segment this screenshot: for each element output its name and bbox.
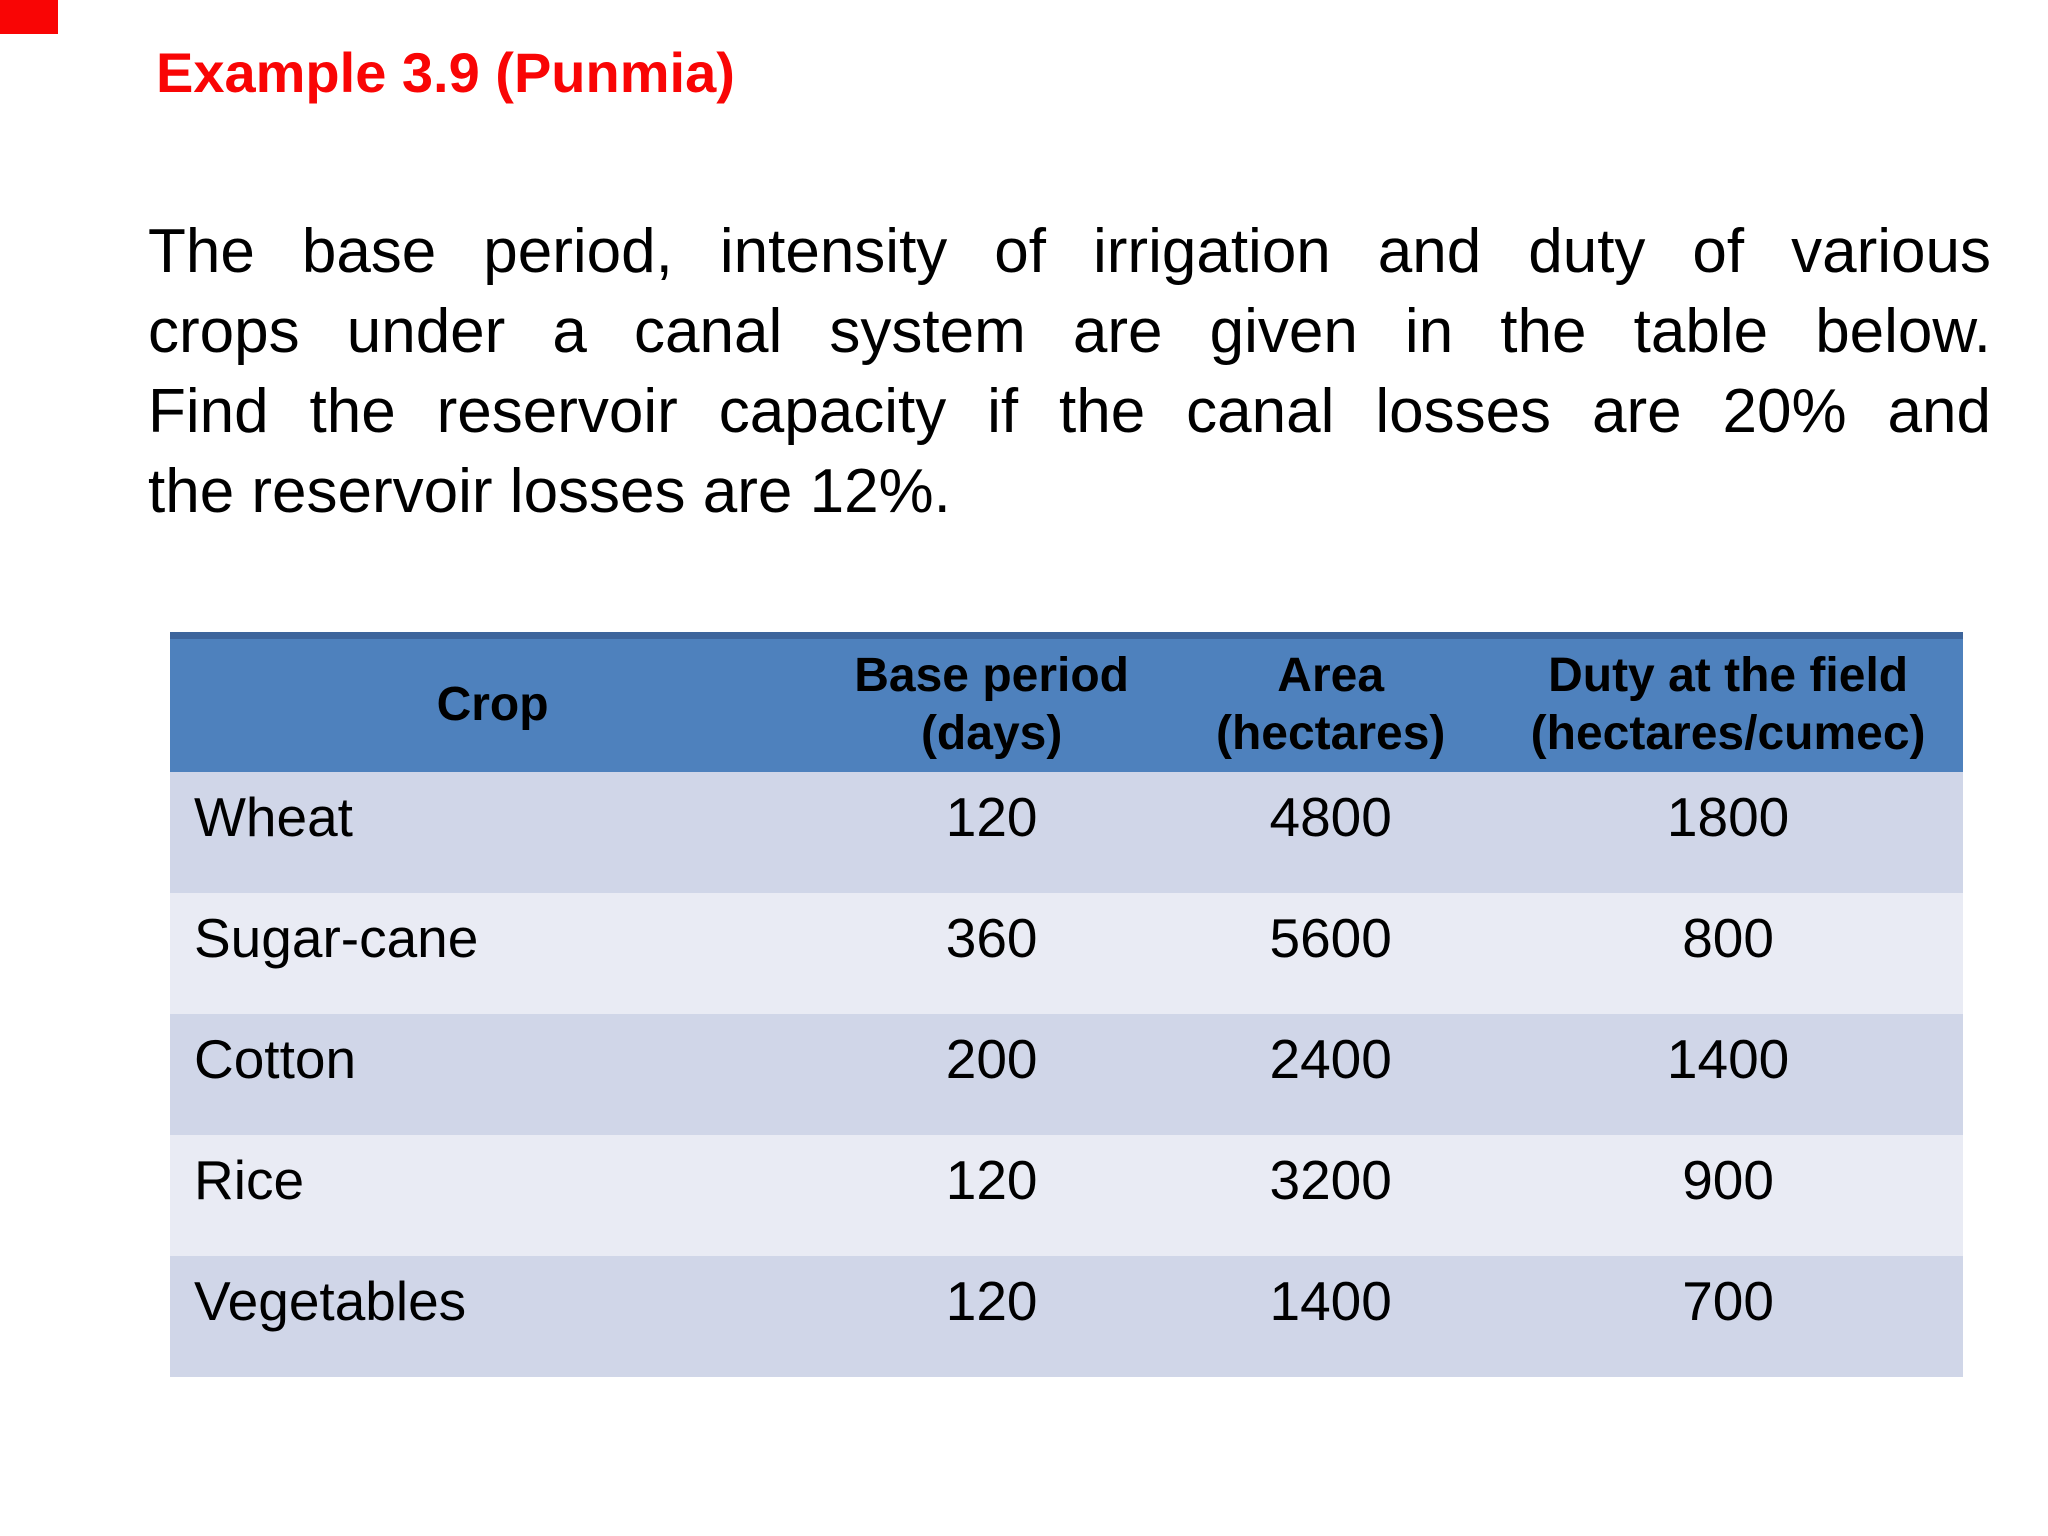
duty-cell: 1400 [1666, 1027, 1790, 1090]
header-line-2: (days) [920, 707, 1063, 761]
problem-statement-line: the reservoir losses are 12%. [148, 457, 951, 526]
crop-cell: Wheat [194, 785, 353, 848]
table-row: Sugar-cane 360 5600 800 [170, 892, 1963, 1014]
header-cell-duty: Duty at the field (hectares/cumec) [1493, 632, 1963, 772]
table-row: Vegetables 120 1400 700 [170, 1255, 1963, 1377]
table-row: Cotton 200 2400 1400 [170, 1013, 1963, 1135]
header-cell-base-period: Base period (days) [815, 632, 1169, 772]
duty-cell: 800 [1682, 906, 1774, 969]
base-period-cell: 120 [945, 1148, 1038, 1211]
header-line-1: Crop [436, 678, 549, 732]
problem-statement-line: crops under a canal system are given in … [148, 297, 1991, 366]
header-line-2: (hectares) [1215, 707, 1446, 761]
red-corner-accent [0, 0, 58, 34]
base-period-cell: 360 [945, 906, 1038, 969]
crop-cell: Rice [194, 1148, 305, 1211]
problem-statement-line: The base period, intensity of irrigation… [148, 217, 1991, 286]
base-period-cell: 120 [945, 785, 1038, 848]
header-cell-area: Area (hectares) [1168, 632, 1494, 772]
table-row: Rice 120 3200 900 [170, 1134, 1963, 1256]
base-period-cell: 200 [945, 1027, 1038, 1090]
header-line-2: (hectares/cumec) [1530, 707, 1926, 761]
crop-cell: Cotton [194, 1027, 357, 1090]
crop-cell: Sugar-cane [194, 906, 479, 969]
crops-table-body: Wheat 120 4800 1800 Sugar-cane 360 5600 … [170, 771, 1963, 1377]
header-line-1: Duty at the field [1548, 649, 1909, 703]
crops-table: Crop Base period (days) Area (hectares) … [170, 632, 1963, 1377]
area-cell: 2400 [1269, 1027, 1392, 1090]
duty-cell: 1800 [1666, 785, 1790, 848]
area-cell: 5600 [1269, 906, 1392, 969]
area-cell: 4800 [1269, 785, 1392, 848]
area-cell: 1400 [1269, 1269, 1392, 1332]
header-line-1: Area [1277, 649, 1385, 703]
duty-cell: 900 [1682, 1148, 1774, 1211]
header-row: Crop Base period (days) Area (hectares) … [170, 632, 1963, 772]
crops-table-header: Crop Base period (days) Area (hectares) … [170, 632, 1963, 772]
base-period-cell: 120 [945, 1269, 1038, 1332]
area-cell: 3200 [1269, 1148, 1392, 1211]
problem-statement-line: Find the reservoir capacity if the canal… [148, 377, 1991, 446]
header-cell-crop: Crop [170, 632, 816, 772]
table-row: Wheat 120 4800 1800 [170, 771, 1963, 893]
crop-cell: Vegetables [194, 1269, 467, 1332]
slide-title: Example 3.9 (Punmia) [156, 41, 735, 104]
header-line-1: Base period [854, 649, 1129, 703]
duty-cell: 700 [1682, 1269, 1774, 1332]
problem-statement: The base period, intensity of irrigation… [148, 212, 1991, 532]
